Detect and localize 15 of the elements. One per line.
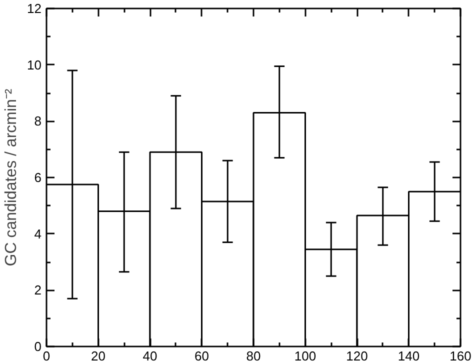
x-tick-label: 60 bbox=[194, 348, 209, 363]
x-tick-label: 140 bbox=[398, 348, 420, 363]
y-tick-label: 6 bbox=[34, 170, 42, 185]
x-tick-label: 80 bbox=[246, 348, 261, 363]
x-tick-label: 120 bbox=[346, 348, 368, 363]
x-tick-label: 40 bbox=[142, 348, 158, 363]
x-tick-label: 20 bbox=[91, 348, 106, 363]
x-tick-label: 100 bbox=[294, 348, 316, 363]
y-tick-label: 2 bbox=[34, 282, 42, 298]
x-tick-label: 160 bbox=[450, 348, 472, 363]
y-tick-label: 12 bbox=[27, 1, 42, 16]
y-tick-label: 4 bbox=[34, 226, 42, 242]
y-tick-label: 8 bbox=[34, 114, 42, 129]
y-axis-title: GC candidates / arcmin⁻² bbox=[3, 88, 20, 266]
y-tick-label: 10 bbox=[27, 57, 42, 72]
